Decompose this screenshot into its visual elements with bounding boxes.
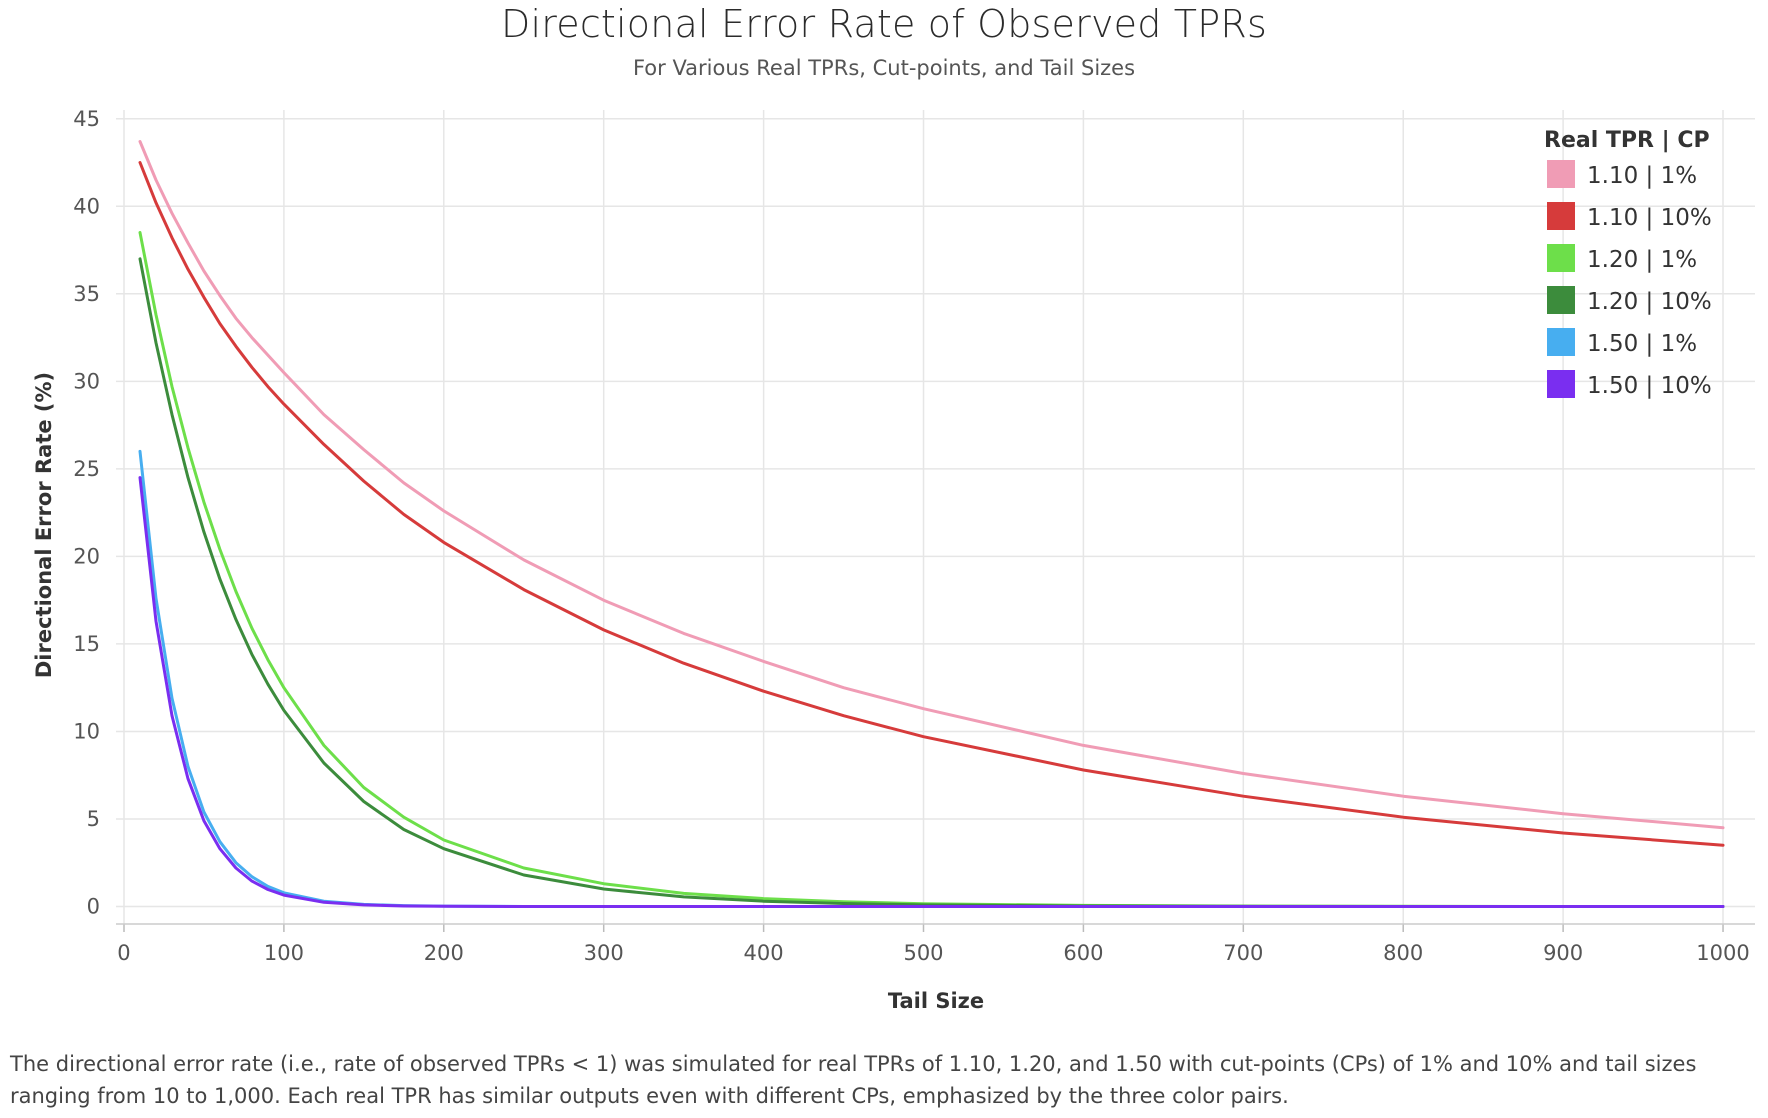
- line-chart: 0 100 200 300 400 500 600 700 800 900 1000 0 5 10 15 20…: [32, 107, 1755, 1013]
- legend-title: Real TPR | CP: [1544, 128, 1710, 153]
- legend-swatch: [1547, 370, 1575, 398]
- x-axis-title: Tail Size: [888, 989, 984, 1013]
- series-line-1: [138, 140, 1725, 830]
- series-lines: [138, 140, 1725, 908]
- legend-swatch: [1547, 202, 1575, 230]
- x-tick-label: 0: [117, 941, 130, 965]
- legend-label: 1.20 | 1%: [1587, 247, 1697, 273]
- series-line-2: [138, 161, 1725, 847]
- series-line-6: [138, 476, 1725, 908]
- legend: Real TPR | CP 1.10 | 1% 1.10 | 10% 1.20 | …: [1544, 128, 1712, 399]
- x-tick-label: 300: [584, 941, 624, 965]
- legend-items: 1.10 | 1% 1.10 | 10% 1.20 | 1% 1.20 | 10% 1.…: [1547, 160, 1712, 399]
- x-tick-label: 800: [1383, 941, 1423, 965]
- x-tick-label: 1000: [1696, 941, 1749, 965]
- x-tick-label: 100: [264, 941, 304, 965]
- y-axis-title: Directional Error Rate (%): [32, 372, 56, 678]
- legend-label: 1.20 | 10%: [1587, 289, 1712, 315]
- chart-caption: The directional error rate (i.e., rate o…: [10, 1052, 1697, 1108]
- y-tick-label: 35: [73, 282, 100, 306]
- grid-lines: [116, 110, 1755, 924]
- x-tick-label: 200: [424, 941, 464, 965]
- series-line-4: [138, 257, 1725, 908]
- x-tick-label: 700: [1223, 941, 1263, 965]
- y-tick-label: 10: [73, 719, 100, 743]
- y-tick-label: 30: [73, 369, 100, 393]
- legend-swatch: [1547, 286, 1575, 314]
- legend-label: 1.50 | 1%: [1587, 331, 1697, 357]
- x-tick-label: 400: [744, 941, 784, 965]
- y-tick-label: 5: [87, 807, 100, 831]
- y-tick-label: 45: [73, 107, 100, 131]
- chart-subtitle: For Various Real TPRs, Cut-points, and T…: [632, 56, 1136, 80]
- y-tick-label: 25: [73, 457, 100, 481]
- x-tick-label: 900: [1543, 941, 1583, 965]
- chart-title: Directional Error Rate of Observed TPRs: [501, 2, 1267, 46]
- legend-label: 1.10 | 1%: [1587, 163, 1697, 189]
- axis-ticks: 0 100 200 300 400 500 600 700 800 900 1000 0 5 10 15 20…: [73, 107, 1755, 965]
- y-tick-label: 15: [73, 632, 100, 656]
- legend-label: 1.50 | 10%: [1587, 373, 1712, 399]
- series-line-5: [138, 449, 1725, 908]
- legend-swatch: [1547, 328, 1575, 356]
- y-tick-label: 20: [73, 544, 100, 568]
- legend-swatch: [1547, 244, 1575, 272]
- x-tick-label: 600: [1063, 941, 1103, 965]
- y-tick-label: 40: [73, 194, 100, 218]
- x-tick-label: 500: [903, 941, 943, 965]
- y-tick-label: 0: [87, 894, 100, 918]
- legend-label: 1.10 | 10%: [1587, 205, 1712, 231]
- legend-swatch: [1547, 160, 1575, 188]
